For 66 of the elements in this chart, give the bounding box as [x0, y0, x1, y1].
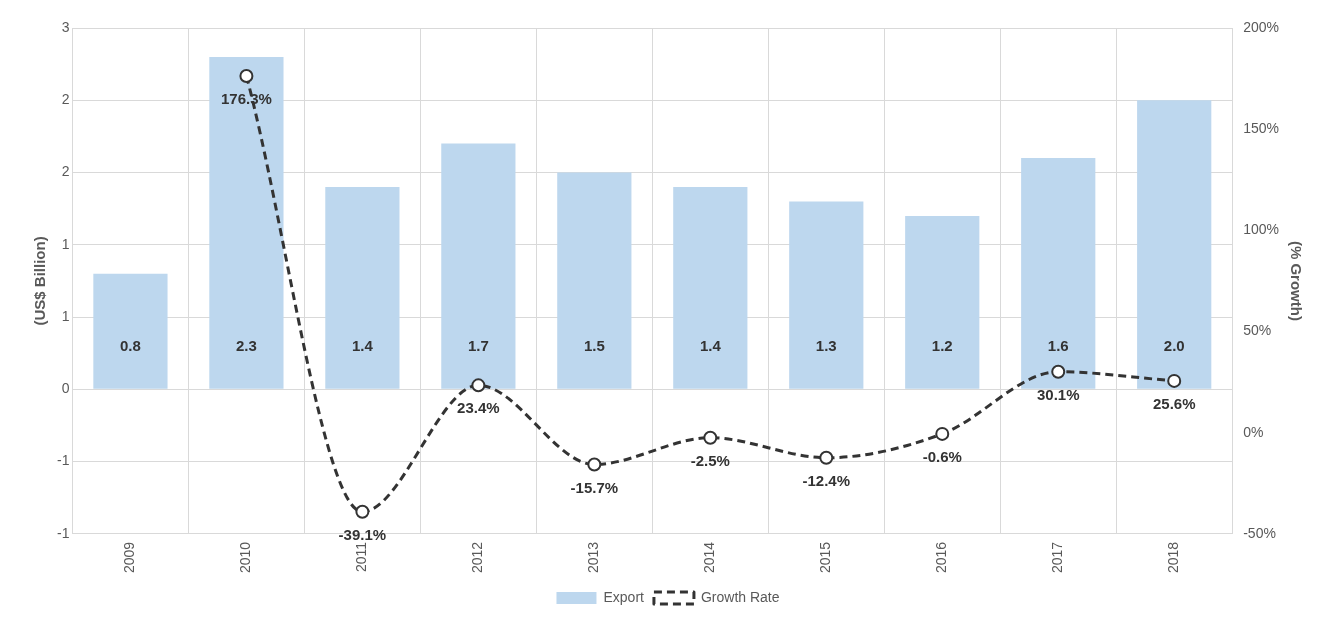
- data-label: 1.5: [583, 337, 605, 355]
- x-tick-label: 2011: [353, 541, 370, 572]
- point: [1167, 373, 1182, 388]
- y-tick-label: 3: [61, 18, 70, 35]
- y-tick-label: 2: [61, 91, 70, 108]
- y2-tick-label: 200%: [1243, 18, 1280, 35]
- x-tick-label: 2017: [1049, 541, 1066, 574]
- x-tick-label: 2015: [817, 541, 834, 574]
- point: [471, 378, 486, 393]
- data-label: 2.0: [1163, 337, 1185, 355]
- y2-axis-title: (% Growth): [1287, 240, 1305, 321]
- x-tick-label: 2012: [469, 541, 486, 574]
- y2-tick-label: 0%: [1243, 423, 1264, 440]
- data-label: 23.4%: [457, 399, 500, 417]
- point: [703, 430, 718, 445]
- data-label: 1.7: [467, 337, 489, 355]
- data-label: -15.7%: [570, 478, 619, 496]
- bar: [1137, 100, 1212, 389]
- y-tick-label: 1: [61, 235, 70, 252]
- y2-tick-label: 50%: [1243, 322, 1272, 339]
- legend-label: Export: [603, 588, 645, 605]
- point: [935, 426, 950, 441]
- x-tick-label: 2013: [585, 541, 602, 574]
- bar: [905, 215, 980, 389]
- x-tick-label: 2009: [121, 541, 138, 574]
- y2-tick-label: -50%: [1243, 524, 1276, 541]
- bar: [789, 201, 864, 389]
- point: [1051, 364, 1066, 379]
- bar: [673, 186, 748, 389]
- data-label: 30.1%: [1036, 385, 1080, 403]
- data-label: -12.4%: [802, 471, 851, 489]
- y2-tick-label: 100%: [1243, 221, 1280, 238]
- bar: [1021, 158, 1096, 389]
- x-tick-label: 2010: [237, 541, 254, 574]
- y-tick-label: -1: [57, 452, 70, 469]
- data-label: 1.4: [699, 337, 722, 355]
- y-tick-label: 2: [61, 163, 70, 180]
- data-label: 25.6%: [1152, 395, 1196, 413]
- x-tick-label: 2014: [701, 541, 718, 574]
- data-label: -39.1%: [338, 525, 387, 543]
- point: [239, 68, 254, 83]
- data-label: 1.3: [815, 337, 837, 355]
- point: [819, 450, 834, 465]
- bar: [325, 186, 400, 389]
- legend-label: Growth Rate: [700, 588, 780, 605]
- data-label: 0.8: [120, 337, 141, 355]
- bar: [209, 56, 284, 389]
- data-label: 176.3%: [220, 90, 272, 108]
- data-label: -2.5%: [690, 451, 730, 469]
- x-tick-label: 2016: [933, 541, 950, 574]
- y-tick-label: -1: [57, 524, 70, 541]
- bar: [557, 172, 632, 389]
- y-tick-label: 0: [61, 380, 70, 397]
- data-label: 1.2: [931, 337, 953, 355]
- y-tick-label: 1: [61, 307, 70, 324]
- y2-tick-label: 150%: [1243, 120, 1280, 137]
- point: [587, 457, 602, 472]
- data-label: 1.4: [351, 337, 374, 355]
- data-label: 1.6: [1047, 337, 1069, 355]
- x-tick-label: 2018: [1165, 541, 1182, 574]
- data-label: -0.6%: [922, 448, 962, 466]
- bar: [441, 143, 516, 389]
- bar: [93, 273, 168, 389]
- point: [355, 504, 370, 519]
- data-label: 2.3: [235, 337, 257, 355]
- y-axis-title: (US$ Billion): [31, 236, 49, 326]
